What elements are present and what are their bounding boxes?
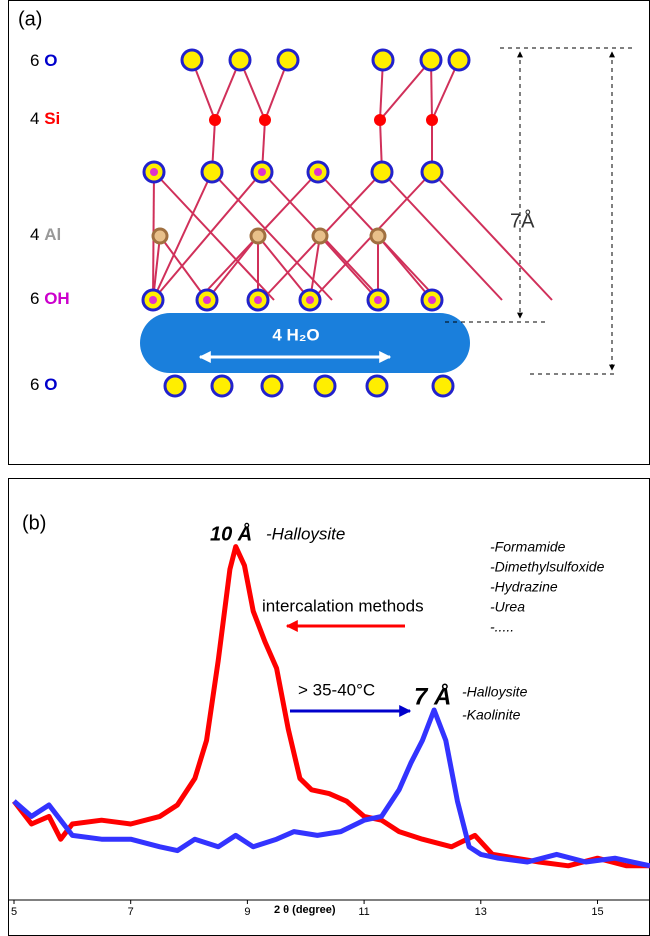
dimension-lines: [445, 48, 632, 374]
atom: [259, 114, 271, 126]
atom: [230, 50, 250, 70]
bond: [382, 172, 502, 300]
annotation: -Halloysite: [462, 684, 528, 700]
atom: [313, 229, 327, 243]
atom: [374, 114, 386, 126]
atom-core: [150, 168, 158, 176]
atom: [278, 50, 298, 70]
annotation: 10 Å: [210, 521, 252, 545]
annotation: -Urea: [490, 599, 525, 615]
water-label: 4 H₂O: [272, 325, 319, 344]
atom: [202, 162, 222, 182]
atom-core: [374, 296, 382, 304]
x-tick-label: 5: [11, 906, 17, 918]
atom: [153, 229, 167, 243]
row-label: 6 O: [30, 51, 57, 70]
atom: [251, 229, 265, 243]
row-label: 4 Al: [30, 225, 61, 244]
panel-a: (a) 4 H₂O 7Å 6 O4 Si4 Al6 OH6 O: [9, 1, 650, 465]
atom: [182, 50, 202, 70]
panel-label: (b): [22, 512, 46, 534]
annotation: -Formamide: [490, 539, 566, 555]
atom: [421, 50, 441, 70]
row-count: 4: [30, 225, 39, 244]
atom: [449, 50, 469, 70]
annotation: -Hydrazine: [490, 579, 558, 595]
spacing-label: 7Å: [510, 209, 535, 232]
x-tick-label: 9: [244, 906, 250, 918]
row-count: 6: [30, 375, 39, 394]
annotation: -.....: [490, 619, 514, 635]
atom: [367, 376, 387, 396]
bond: [378, 236, 432, 300]
row-element: Si: [44, 109, 60, 128]
bond: [207, 236, 258, 300]
page: (a) 4 H₂O 7Å 6 O4 Si4 Al6 OH6 O (b) 10 Å…: [0, 0, 650, 936]
x-tick-label: 13: [475, 906, 487, 918]
annotation: -Halloysite: [266, 524, 345, 543]
atom-core: [149, 296, 157, 304]
x-tick-label: 15: [591, 906, 603, 918]
row-label: 6 O: [30, 375, 57, 394]
x-tick-label: 11: [358, 906, 369, 918]
x-axis-label: 2 θ (degree): [274, 904, 336, 916]
atom-core: [306, 296, 314, 304]
annotation: -Dimethylsulfoxide: [490, 559, 605, 575]
atom: [422, 162, 442, 182]
x-tick-label: 7: [128, 906, 134, 918]
atom: [371, 229, 385, 243]
row-count: 4: [30, 109, 39, 128]
atom: [315, 376, 335, 396]
atom-core: [428, 296, 436, 304]
atom: [426, 114, 438, 126]
atom: [262, 376, 282, 396]
panel-label: (a): [18, 8, 42, 30]
atom-core: [254, 296, 262, 304]
row-element: O: [44, 51, 57, 70]
atom-core: [314, 168, 322, 176]
bond: [153, 172, 262, 300]
row-label: 4 Si: [30, 109, 60, 128]
row-label: 6 OH: [30, 289, 70, 308]
annotation: -Kaolinite: [462, 707, 521, 723]
atom: [165, 376, 185, 396]
row-element: OH: [44, 289, 70, 308]
atom-core: [203, 296, 211, 304]
atom-core: [258, 168, 266, 176]
atom: [433, 376, 453, 396]
row-element: Al: [44, 225, 61, 244]
atom: [373, 50, 393, 70]
panel-b: (b) 10 Å -Halloysite intercalation metho…: [9, 479, 650, 936]
row-count: 6: [30, 51, 39, 70]
annotation: intercalation methods: [262, 596, 424, 615]
figure: (a) 4 H₂O 7Å 6 O4 Si4 Al6 OH6 O (b) 10 Å…: [0, 0, 650, 936]
bond: [432, 172, 552, 300]
annotation: 7 Å: [414, 683, 451, 710]
bond: [320, 236, 378, 300]
atom: [212, 376, 232, 396]
atom: [209, 114, 221, 126]
annotation: > 35-40°C: [298, 680, 375, 699]
row-element: O: [44, 375, 57, 394]
atom: [372, 162, 392, 182]
line-series: [14, 710, 650, 866]
row-count: 6: [30, 289, 39, 308]
